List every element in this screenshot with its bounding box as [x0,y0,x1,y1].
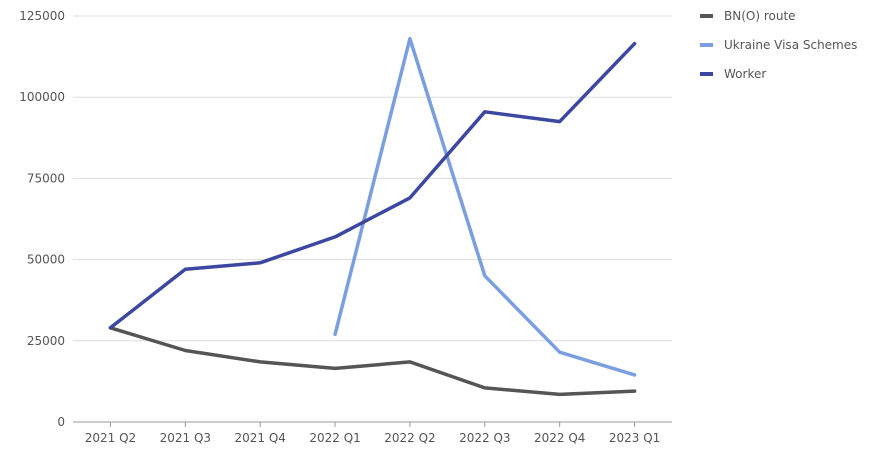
series-line-bn-o-route [108,326,637,397]
legend-label-ukraine-visa-schemes: Ukraine Visa Schemes [724,38,857,52]
y-tick-label: 0 [57,415,65,429]
x-axis: 2021 Q2 2021 Q3 2021 Q4 2022 Q1 2022 Q2 2022 … [73,421,672,445]
series-lines [108,36,637,397]
y-tick-label: 25000 [27,334,65,348]
x-tick-label: 2021 Q3 [160,431,211,445]
legend-label-worker: Worker [724,67,766,81]
series-line-ukraine-visa-schemes [333,36,637,377]
legend: BN(O) route Ukraine Visa Schemes Worker [700,9,857,81]
x-tick-label: 2021 Q4 [234,431,285,445]
x-tick-label: 2022 Q2 [384,431,435,445]
legend-label-bn-o-route: BN(O) route [724,9,796,23]
series-line-worker [108,41,637,330]
x-tick-label: 2023 Q1 [609,431,660,445]
x-tick-label: 2021 Q2 [85,431,136,445]
y-tick-label: 75000 [27,171,65,185]
y-tick-label: 100000 [19,90,65,104]
x-tick-label: 2022 Q4 [534,431,585,445]
y-axis: 0 25000 50000 75000 100000 125000 [19,9,65,429]
y-tick-label: 50000 [27,253,65,267]
y-tick-label: 125000 [19,9,65,23]
gridlines [73,15,672,342]
x-tick-label: 2022 Q3 [459,431,510,445]
x-tick-label: 2022 Q1 [309,431,360,445]
